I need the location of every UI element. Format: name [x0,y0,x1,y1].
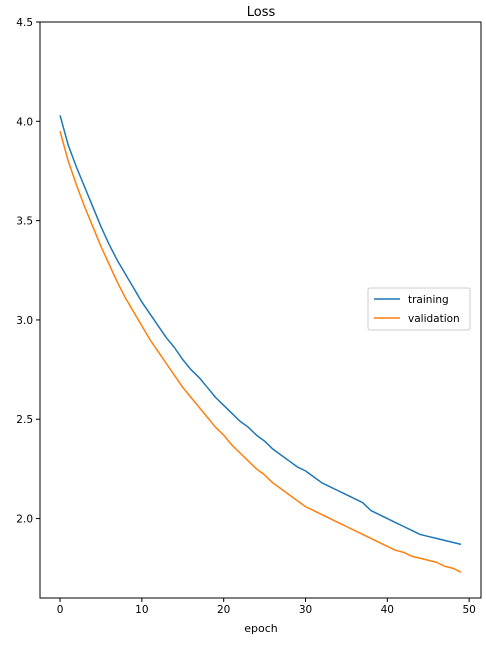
x-tick-label: 0 [57,604,64,616]
y-tick-label: 3.5 [16,216,33,228]
y-tick-label: 2.5 [16,414,33,426]
series-lines [59,115,462,573]
y-tick-label: 3.0 [16,315,33,327]
x-tick-label: 20 [217,604,230,616]
y-axis: 2.0 2.5 3.0 3.5 4.0 4.5 [16,17,40,526]
plot-frame [39,21,482,599]
chart-title: Loss [247,5,276,20]
x-tick-label: 10 [135,604,148,616]
x-axis: 0 10 20 30 40 50 [57,598,476,616]
y-tick-label: 4.0 [16,116,33,128]
series-line-validation [59,131,462,573]
y-tick-label: 2.0 [16,514,33,526]
x-tick-label: 30 [299,604,312,616]
legend-label-validation: validation [408,313,460,325]
x-axis-label: epoch [244,622,278,635]
x-tick-label: 40 [381,604,394,616]
legend: training validation [367,287,471,331]
x-tick-label: 50 [462,604,475,616]
y-tick-label: 4.5 [16,17,33,29]
series-line-training [59,115,462,546]
legend-label-training: training [408,294,449,306]
